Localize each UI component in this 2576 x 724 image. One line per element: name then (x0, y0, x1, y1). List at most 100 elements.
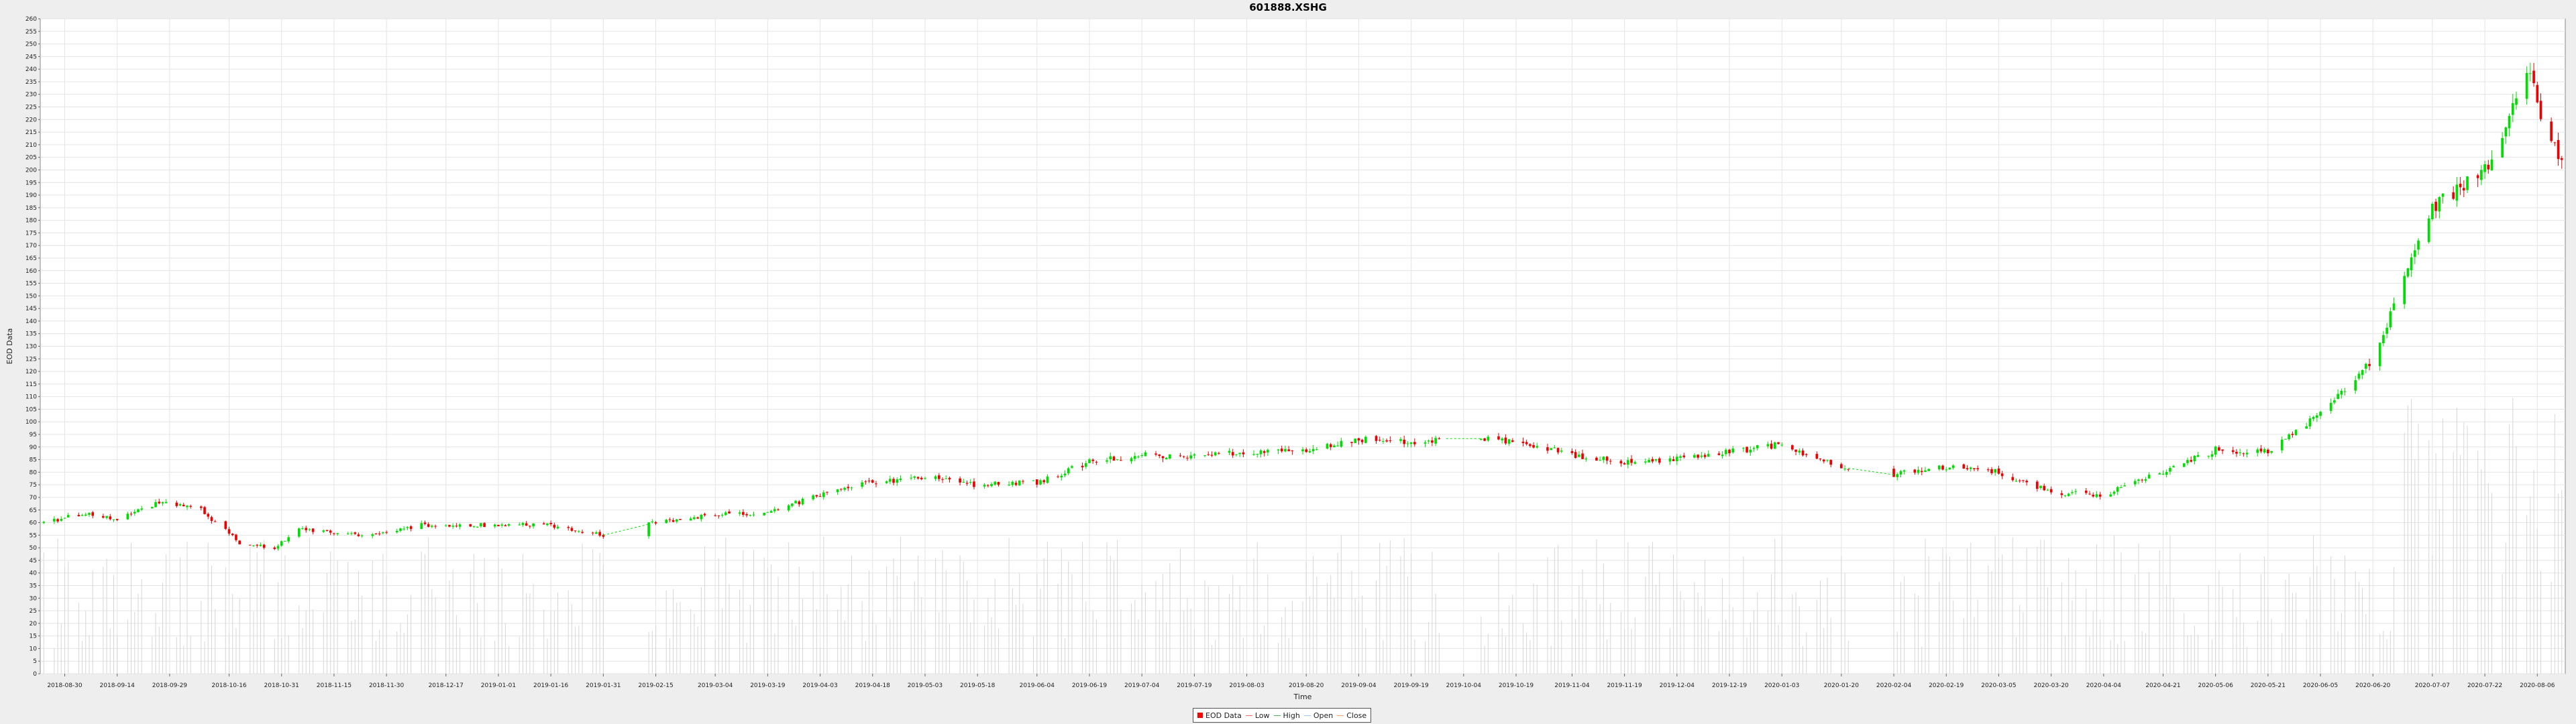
legend-swatch (1273, 715, 1281, 716)
candle-body (763, 512, 765, 516)
candle-body (1360, 440, 1364, 442)
candle-body (2431, 203, 2434, 219)
candle-body (1480, 438, 1483, 440)
candle-body (1951, 465, 1955, 469)
candle-body (1144, 452, 1147, 457)
candle-body (1035, 479, 1038, 485)
candle-body (287, 537, 290, 542)
candle-body (1511, 440, 1514, 442)
candle-body (1990, 469, 1993, 473)
candle-body (133, 511, 136, 514)
candle-body (2294, 430, 2298, 436)
candle-body (2095, 494, 2098, 497)
y-tick-label: 250 (25, 42, 37, 48)
candle-body (1570, 450, 1574, 453)
candle-body (1140, 455, 1144, 457)
candle-body (1193, 454, 1196, 456)
candle-body (161, 502, 164, 503)
x-tick-label: 2020-01-20 (1824, 682, 1860, 689)
candle-body (2071, 492, 2074, 493)
candle-body (2067, 493, 2070, 496)
candle-body (2357, 373, 2361, 379)
volume-bars (43, 398, 2563, 674)
candle-body (2536, 84, 2539, 103)
candle-body (1242, 452, 1245, 455)
candle-body (1941, 465, 1944, 470)
candle-body (2158, 473, 2161, 475)
candle-body (672, 520, 675, 522)
candle-body (395, 530, 398, 533)
candle-body (1354, 438, 1357, 443)
candle-body (1022, 481, 1024, 482)
candle-body (1424, 442, 1427, 444)
candle-body (1847, 469, 1850, 470)
candle-body (1116, 459, 1119, 461)
candle-body (871, 480, 874, 483)
x-tick-label: 2019-06-19 (1072, 682, 1108, 689)
candle-body (1385, 440, 1388, 442)
candle-body (910, 477, 912, 479)
candle-body (647, 522, 650, 536)
candle-body (769, 511, 773, 513)
candle-body (1179, 455, 1182, 457)
candle-body (2000, 473, 2004, 477)
candle-body (1316, 449, 1318, 450)
candle-body (578, 531, 580, 532)
candle-body (1091, 459, 1095, 461)
candle-body (1231, 452, 1234, 456)
candle-body (1364, 436, 1367, 443)
candle-body (2438, 196, 2441, 212)
candle-body (311, 528, 315, 532)
y-tick-label: 55 (30, 532, 37, 539)
candle-body (1133, 456, 1136, 459)
candle-body (1277, 449, 1280, 450)
candle-body (1081, 465, 1084, 468)
y-tick-label: 115 (25, 381, 37, 388)
candle-body (1375, 436, 1378, 441)
x-tick-label: 2018-11-30 (369, 682, 405, 689)
candle-body (773, 509, 776, 511)
y-tick-label: 90 (30, 444, 38, 451)
candle-body (2092, 494, 2095, 497)
candle-body (2343, 391, 2347, 392)
candle-body (402, 528, 406, 530)
y-tick-label: 205 (25, 155, 37, 162)
candle-body (532, 523, 535, 527)
legend-item: Low (1245, 711, 1270, 720)
candle-body (2501, 137, 2504, 158)
candle-body (2329, 402, 2332, 411)
candle-body (1717, 453, 1721, 455)
y-tick-label: 130 (25, 344, 37, 351)
candle-body (231, 534, 234, 536)
candle-body (1550, 448, 1552, 450)
candle-body (1599, 460, 1601, 461)
candle-body (2368, 363, 2371, 367)
candle-body (1668, 458, 1672, 462)
candle-body (1976, 468, 1979, 470)
candle-body (791, 503, 794, 506)
candle-body (1794, 449, 1797, 452)
candle-body (937, 475, 941, 479)
candle-body (920, 477, 923, 479)
candle-body (675, 519, 678, 522)
candle-body (140, 508, 144, 510)
y-tick-label: 180 (25, 218, 37, 225)
candle-body (109, 516, 112, 520)
candle-body (137, 509, 140, 512)
x-tick-label: 2020-01-03 (1764, 682, 1799, 689)
x-tick-label: 2020-04-21 (2145, 682, 2180, 689)
candle-body (1483, 438, 1486, 441)
candle-body (88, 513, 91, 515)
candle-body (826, 491, 828, 493)
candle-body (1746, 446, 1748, 452)
candle-body (1560, 450, 1563, 452)
x-tick-label: 2020-08-06 (2520, 682, 2555, 689)
candle-body (2532, 70, 2535, 84)
candle-body (1913, 469, 1917, 473)
candle-body (2333, 400, 2336, 403)
candle-body (175, 502, 178, 506)
candle-body (423, 522, 427, 524)
y-tick-label: 10 (30, 646, 38, 652)
candle-body (235, 534, 237, 540)
candle-body (2441, 193, 2445, 197)
